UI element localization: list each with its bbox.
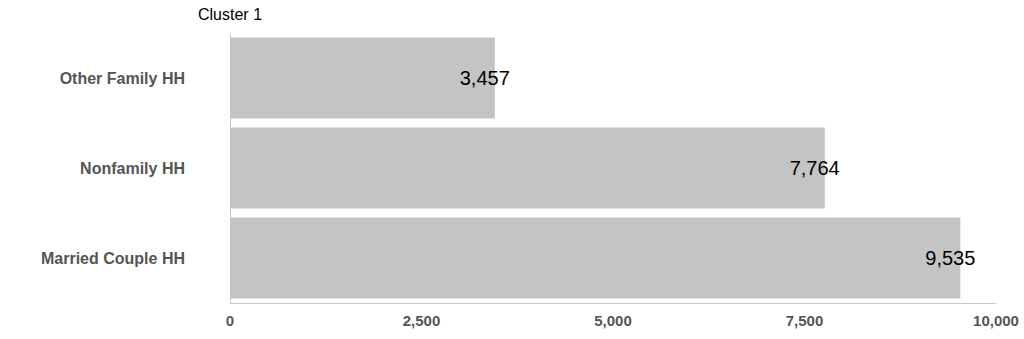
svg-text:3,457: 3,457: [460, 67, 510, 89]
svg-text:Married Couple HH: Married Couple HH: [41, 250, 185, 267]
svg-text:Cluster 1: Cluster 1: [198, 6, 262, 23]
svg-text:7,764: 7,764: [790, 157, 840, 179]
svg-text:Nonfamily HH: Nonfamily HH: [80, 160, 185, 177]
svg-text:Other Family HH: Other Family HH: [60, 70, 185, 87]
svg-text:7,500: 7,500: [786, 312, 824, 329]
svg-text:9,535: 9,535: [925, 247, 975, 269]
svg-text:5,000: 5,000: [594, 312, 632, 329]
svg-text:10,000: 10,000: [973, 312, 1019, 329]
svg-text:2,500: 2,500: [403, 312, 441, 329]
svg-text:0: 0: [226, 312, 234, 329]
